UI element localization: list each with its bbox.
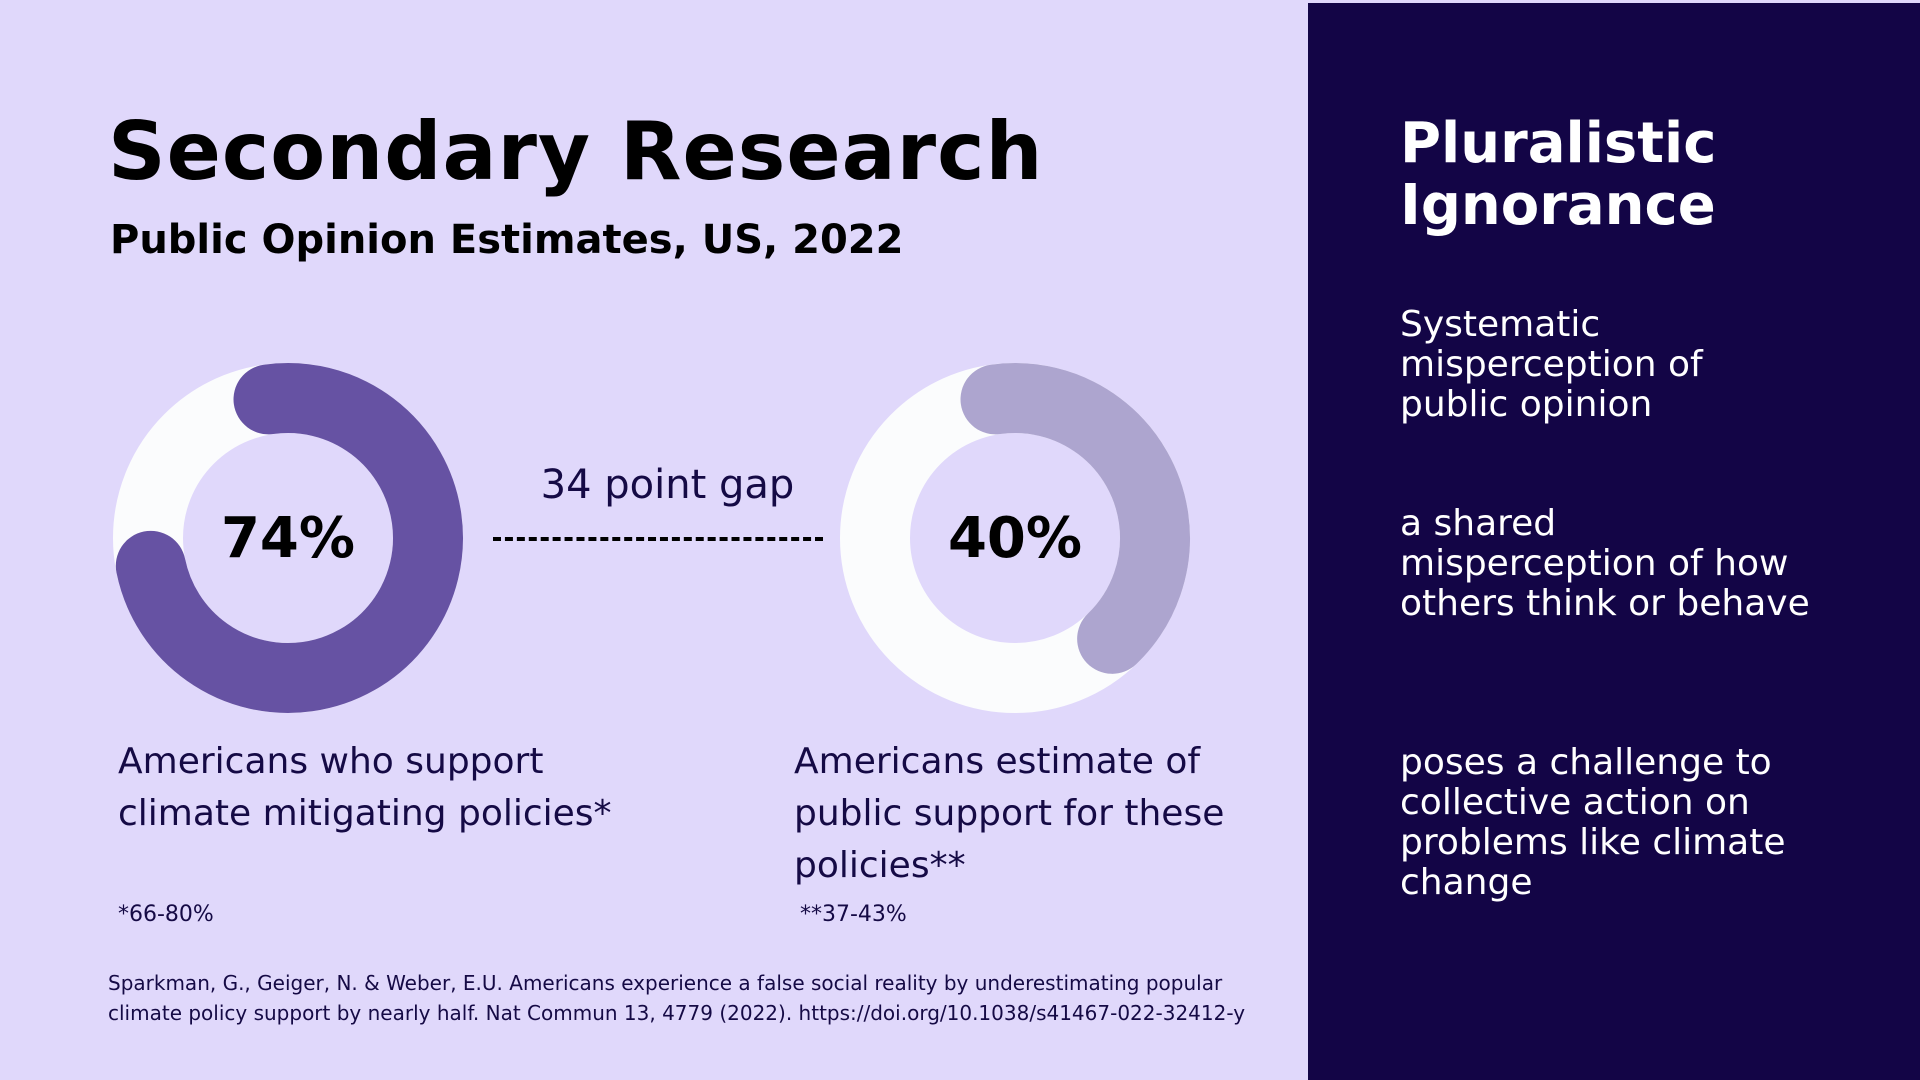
- caption-actual: Americans who support climate mitigating…: [118, 741, 612, 834]
- sidebar-title: Pluralistic Ignorance: [1400, 111, 1717, 238]
- sidebar-point-1: Systematic misperception of public opini…: [1400, 304, 1703, 425]
- sidebar-panel: Pluralistic Ignorance Systematic misperc…: [1308, 3, 1920, 1080]
- donut-arc-actual: [113, 363, 463, 713]
- donut-chart-actual: 74%: [108, 358, 468, 718]
- gap-label: 34 point gap: [540, 462, 795, 508]
- sidebar-point-3: poses a challenge to collective action o…: [1400, 742, 1786, 903]
- donut-svg-actual: [113, 363, 463, 713]
- footnote-estimate: **37-43%: [800, 902, 907, 927]
- donut-percent-estimate: 40%: [947, 505, 1083, 571]
- caption-estimate: Americans estimate of public support for…: [794, 741, 1225, 886]
- footnote-actual: *66-80%: [118, 902, 214, 927]
- citation: Sparkman, G., Geiger, N. & Weber, E.U. A…: [108, 971, 1246, 1025]
- sidebar-point-2: a shared misperception of how others thi…: [1400, 503, 1810, 624]
- donut-arc-estimate: [840, 363, 1190, 713]
- page-title: Secondary Research: [108, 105, 1044, 198]
- donut-svg-estimate: [840, 363, 1190, 713]
- gap-dashed-line: [493, 537, 823, 541]
- page-subtitle: Public Opinion Estimates, US, 2022: [110, 217, 904, 263]
- donut-chart-estimate: 40%: [835, 358, 1195, 718]
- donut-percent-actual: 74%: [220, 505, 356, 571]
